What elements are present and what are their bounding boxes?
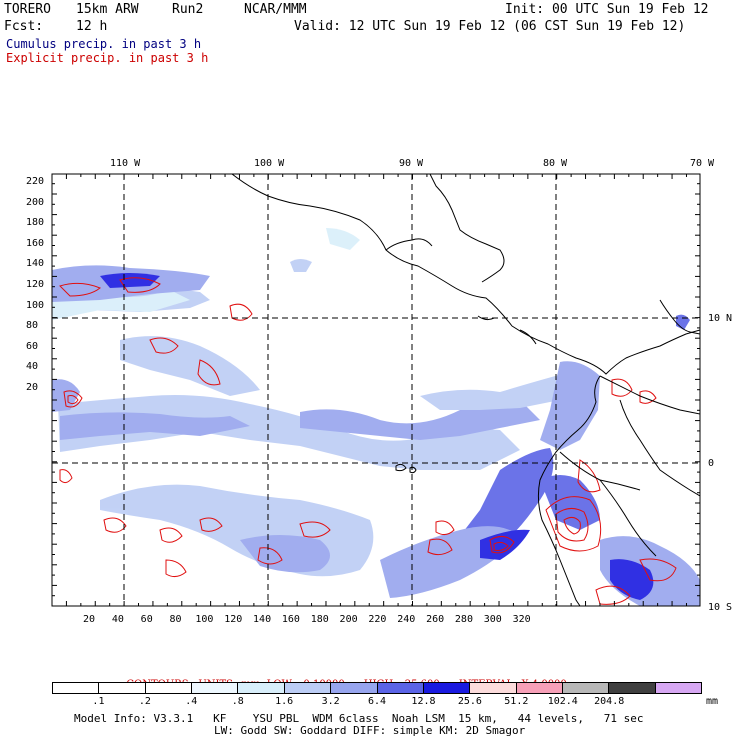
- grid-resolution: 15km ARW: [76, 2, 139, 17]
- colorbar-swatch: [609, 683, 656, 693]
- coastlines: [231, 174, 700, 606]
- colorbar-swatch: [284, 683, 332, 693]
- colorbar-swatch: [99, 683, 146, 693]
- init-time: Init: 00 UTC Sun 19 Feb 12: [505, 2, 709, 17]
- model-info-line2: LW: Godd SW: Goddard DIFF: simple KM: 2D…: [214, 724, 526, 737]
- colorbar-label: .2: [138, 696, 151, 707]
- x-grid-label: 220: [368, 614, 387, 625]
- valid-time: Valid: 12 UTC Sun 19 Feb 12 (06 CST Sun …: [294, 19, 686, 34]
- colorbar-label: 25.6: [457, 696, 482, 707]
- colorbar-label: 102.4: [547, 696, 578, 707]
- colorbar-label: 204.8: [594, 696, 625, 707]
- x-grid-label: 160: [281, 614, 300, 625]
- lat-label-10s: 10 S: [708, 602, 733, 613]
- lon-label-70w: 70 W: [690, 158, 715, 169]
- colorbar-label: 51.2: [504, 696, 529, 707]
- x-grid-label: 100: [195, 614, 214, 625]
- colorbar-unit: mm: [706, 696, 719, 707]
- y-grid-label: 160: [26, 237, 45, 249]
- lon-label-90w: 90 W: [399, 158, 424, 169]
- x-grid-label: 180: [310, 614, 329, 625]
- y-grid-label: 60: [26, 340, 39, 352]
- colorbar-label: 12.8: [411, 696, 436, 707]
- cumulus-precip-shading: [52, 228, 700, 606]
- colorbar-label: 3.2: [321, 696, 340, 707]
- colorbar-label: 6.4: [368, 696, 387, 707]
- x-grid-label: 80: [169, 614, 182, 625]
- colorbar-swatch: [655, 683, 702, 693]
- colorbar-swatch: [331, 683, 378, 693]
- x-grid-label: 260: [426, 614, 445, 625]
- fcst-label: Fcst:: [4, 19, 44, 34]
- y-grid-label: 220: [26, 176, 45, 187]
- y-grid-label: 100: [26, 299, 45, 311]
- y-grid-label: 140: [26, 258, 45, 270]
- lon-label-110w: 110 W: [110, 158, 141, 169]
- colorbar-swatch: [145, 683, 193, 693]
- colorbar-label: 1.6: [275, 696, 294, 707]
- y-grid-label: 180: [26, 217, 45, 229]
- lat-label-10n: 10 N: [708, 313, 733, 324]
- model-info-line1: Model Info: V3.3.1 KF YSU PBL WDM 6class…: [74, 712, 644, 725]
- lon-label-80w: 80 W: [543, 158, 568, 169]
- colorbar-swatch: [423, 683, 471, 693]
- y-grid-label: 80: [26, 320, 39, 332]
- colorbar-swatch: [192, 683, 239, 693]
- colorbar-label: .1: [92, 696, 105, 707]
- colorbar-swatch: [53, 683, 100, 693]
- x-grid-label: 280: [454, 614, 473, 625]
- cumulus-field-label: Cumulus precip. in past 3 h: [6, 37, 202, 51]
- x-grid-label: 140: [253, 614, 272, 625]
- colorbar-label: .8: [231, 696, 244, 707]
- colorbar-swatch: [516, 683, 563, 693]
- model-name: TORERO: [4, 2, 51, 17]
- precip-colorbar: [52, 682, 702, 694]
- run-label: Run2: [172, 2, 204, 17]
- y-grid-label: 20: [26, 382, 39, 393]
- x-grid-label: 300: [483, 614, 502, 625]
- y-grid-label: 40: [26, 361, 39, 373]
- y-grid-label: 120: [26, 279, 45, 290]
- explicit-field-label: Explicit precip. in past 3 h: [6, 51, 209, 65]
- organization: NCAR/MMM: [244, 2, 307, 17]
- y-grid-label: 200: [26, 196, 45, 208]
- x-grid-label: 60: [140, 614, 153, 625]
- colorbar-swatch: [377, 683, 424, 693]
- x-grid-label: 320: [512, 614, 531, 625]
- x-grid-label: 240: [397, 614, 416, 625]
- x-grid-label: 200: [339, 614, 358, 625]
- lon-label-100w: 100 W: [254, 158, 285, 169]
- colorbar-swatch: [562, 683, 610, 693]
- colorbar-swatch: [238, 683, 285, 693]
- x-grid-label: 120: [224, 614, 243, 625]
- x-grid-label: 20: [83, 614, 96, 625]
- x-grid-label: 40: [111, 614, 124, 625]
- latlon-grid: [52, 174, 700, 606]
- fcst-value: 12 h: [76, 19, 108, 34]
- explicit-precip-contours: [59, 277, 677, 605]
- colorbar-label: .4: [185, 696, 198, 707]
- lat-label-0: 0: [708, 458, 715, 469]
- colorbar-swatch: [470, 683, 517, 693]
